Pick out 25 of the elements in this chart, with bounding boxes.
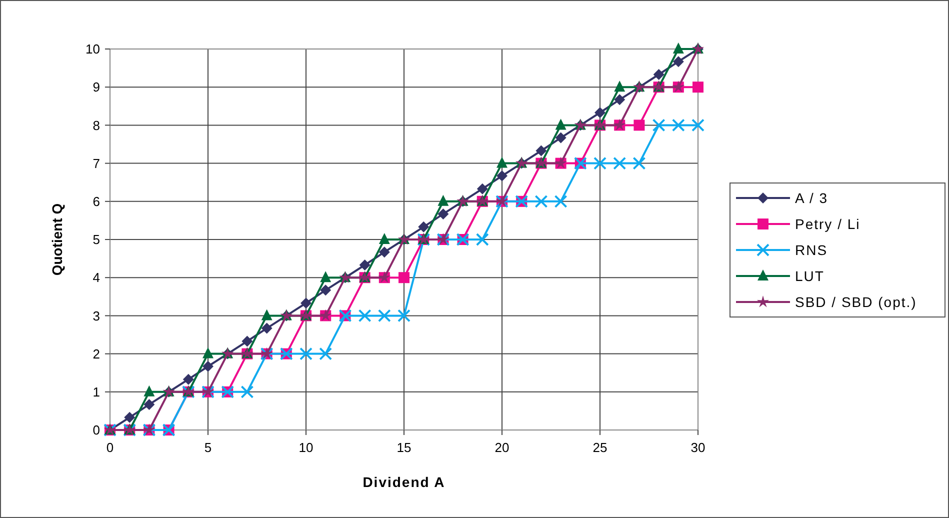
y-tick-label: 7 <box>92 156 100 171</box>
x-tick-label: 15 <box>396 440 412 455</box>
legend-label: A / 3 <box>795 190 828 206</box>
y-tick-label: 1 <box>92 384 100 400</box>
y-tick-label: 10 <box>86 42 100 57</box>
y-tick-label: 4 <box>92 270 100 286</box>
legend-label: LUT <box>795 268 824 284</box>
legend-label: RNS <box>795 242 828 258</box>
y-tick-label: 6 <box>92 194 100 209</box>
x-tick-label: 0 <box>106 440 114 455</box>
legend-label: SBD / SBD (opt.) <box>795 294 917 310</box>
x-tick-label: 20 <box>494 440 510 455</box>
y-tick-label: 3 <box>92 308 100 324</box>
x-axis-title: Dividend A <box>362 474 446 490</box>
x-tick-label: 10 <box>298 440 314 455</box>
y-tick-label: 5 <box>92 232 100 248</box>
y-tick-label: 9 <box>92 80 100 95</box>
y-tick-label: 2 <box>92 346 100 362</box>
x-tick-label: 30 <box>690 440 706 455</box>
y-tick-label: 8 <box>92 118 100 133</box>
y-tick-label: 0 <box>92 422 100 438</box>
legend-label: Petry / Li <box>795 216 860 232</box>
x-tick-label: 25 <box>592 440 608 455</box>
y-axis-title: Quotient Q <box>49 203 65 276</box>
x-tick-label: 5 <box>204 440 212 455</box>
